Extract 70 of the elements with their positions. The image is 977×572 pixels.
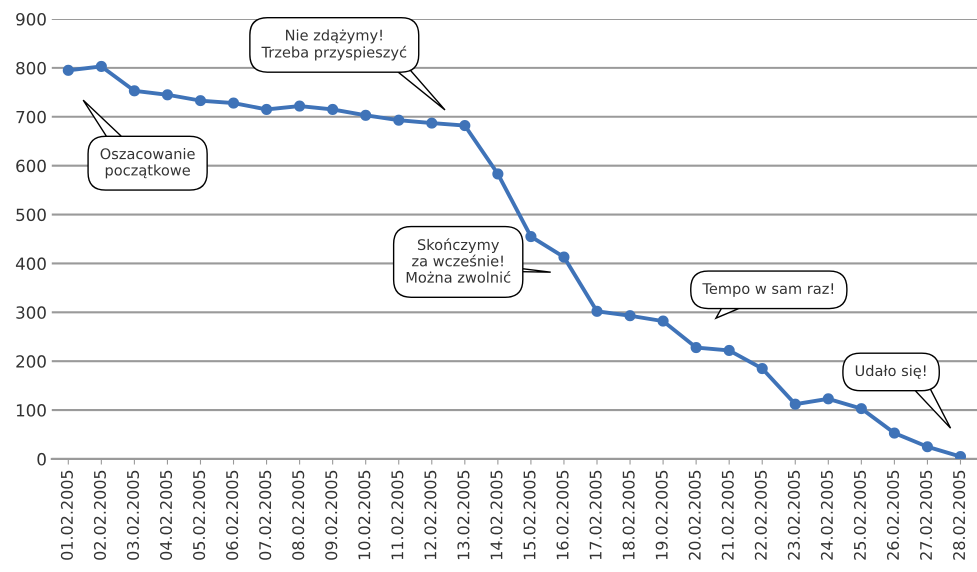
x-tick-label: 19.02.2005 — [656, 470, 668, 560]
y-tick-label: 800 — [16, 62, 46, 74]
x-tick-label: 17.02.2005 — [590, 470, 602, 560]
point — [888, 428, 900, 439]
point — [261, 104, 272, 115]
point — [426, 118, 438, 129]
x-tick-label: 18.02.2005 — [622, 470, 635, 560]
x-tick-label: 01.02.2005 — [60, 470, 73, 560]
x-tick-label: 10.02.2005 — [358, 470, 370, 560]
y-tick-label: 900 — [16, 12, 46, 26]
x-tick-label: 13.02.2005 — [457, 470, 470, 560]
x-tick-label: 05.02.2005 — [193, 470, 206, 560]
annotation: Udało się! — [856, 364, 926, 379]
x-tick-label: 08.02.2005 — [292, 470, 304, 560]
x-tick-label: 02.02.2005 — [94, 470, 106, 560]
point — [658, 316, 669, 327]
point — [194, 95, 206, 106]
point — [790, 398, 801, 410]
x-tick-label: 03.02.2005 — [126, 470, 140, 560]
x-tick-label: 22.02.2005 — [754, 470, 767, 560]
x-tick-label: 25.02.2005 — [854, 470, 866, 560]
point — [525, 230, 536, 242]
x-tick-label: 26.02.2005 — [886, 470, 900, 560]
annotation: Tempo w sam raz! — [702, 283, 834, 297]
x-tick-label: 27.02.2005 — [920, 470, 932, 560]
x-tick-label: 20.02.2005 — [688, 470, 701, 560]
point — [690, 342, 702, 354]
point — [327, 104, 338, 115]
point — [128, 85, 140, 96]
point — [228, 98, 240, 109]
x-tick-label: 11.02.2005 — [391, 470, 404, 560]
y-tick-label: 0 — [37, 452, 46, 466]
point — [724, 344, 735, 356]
x-tick-label: 21.02.2005 — [722, 470, 734, 560]
point — [756, 362, 768, 374]
point — [591, 306, 603, 317]
y-tick-label: 400 — [16, 257, 46, 270]
annotation: Skończymy za wcześnie! Można zwolnić — [406, 238, 510, 283]
point — [558, 252, 570, 263]
point — [393, 114, 404, 126]
y-tick-label: 100 — [16, 404, 46, 417]
point — [294, 100, 306, 112]
point — [62, 64, 74, 76]
x-tick-label: 23.02.2005 — [788, 470, 800, 560]
x-tick-label: 16.02.2005 — [556, 470, 569, 560]
y-tick-label: 300 — [16, 306, 46, 319]
point — [922, 441, 933, 452]
point — [360, 110, 372, 121]
y-tick-label: 600 — [16, 160, 46, 172]
annotation: Nie zdążymy! Trzeba przyspieszyć — [261, 29, 406, 60]
point — [96, 60, 107, 72]
point — [822, 393, 834, 404]
point — [162, 89, 173, 100]
x-tick-label: 12.02.2005 — [424, 470, 436, 560]
x-tick-label: 28.02.2005 — [953, 470, 966, 560]
x-tick-label: 09.02.2005 — [325, 470, 338, 560]
x-tick-label: 14.02.2005 — [490, 470, 503, 560]
x-tick-label: 15.02.2005 — [523, 470, 536, 560]
annotation: Oszacowanie początkowe — [100, 148, 195, 178]
point — [459, 120, 470, 132]
x-tick-label: 07.02.2005 — [259, 470, 272, 560]
x-tick-label: 06.02.2005 — [226, 470, 238, 560]
point — [492, 168, 504, 180]
point — [624, 310, 636, 322]
point — [856, 403, 867, 414]
y-tick-label: 500 — [16, 208, 46, 222]
y-tick-label: 700 — [16, 110, 46, 124]
y-tick-label: 200 — [16, 355, 46, 368]
x-tick-label: 24.02.2005 — [820, 470, 833, 560]
x-tick-label: 04.02.2005 — [160, 470, 172, 560]
